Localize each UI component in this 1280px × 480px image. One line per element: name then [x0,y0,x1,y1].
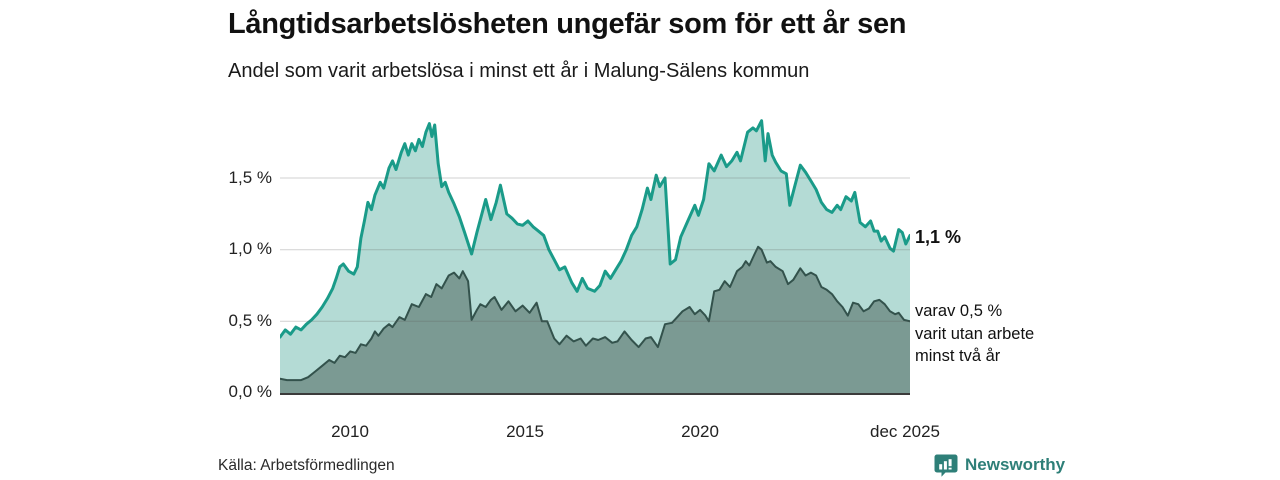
y-axis-tick-0-5: 0,5 % [228,311,272,330]
x-axis-tick-2010: 2010 [331,422,369,441]
newsworthy-wordmark: Newsworthy [965,455,1066,474]
chart-title: Långtidsarbetslösheten ungefär som för e… [228,8,907,40]
area-chart-plot [280,119,910,395]
newsworthy-bar-chart-bubble-icon [934,453,958,477]
x-axis-tick-2015: 2015 [506,422,544,441]
latest-value-label: 1,1 % [915,227,962,247]
x-axis-tick-2020: 2020 [681,422,719,441]
newsworthy-logo: Newsworthy [934,453,1065,477]
y-axis-tick-1-0: 1,0 % [228,239,272,258]
secondary-value-line-2: varit utan arbete [915,324,1035,343]
secondary-value-line-1: varav 0,5 % [915,302,1003,320]
secondary-value-line-3: minst två år [915,347,1001,365]
x-axis-tick-dec-2025: dec 2025 [870,422,940,441]
y-axis-tick-0-0: 0,0 % [228,382,272,401]
y-axis-tick-1-5: 1,5 % [228,168,272,187]
source-attribution: Källa: Arbetsförmedlingen [218,457,395,474]
chart-subtitle: Andel som varit arbetslösa i minst ett å… [228,60,810,82]
secondary-value-label: varav 0,5 % varit utan arbete minst två … [915,300,1034,368]
